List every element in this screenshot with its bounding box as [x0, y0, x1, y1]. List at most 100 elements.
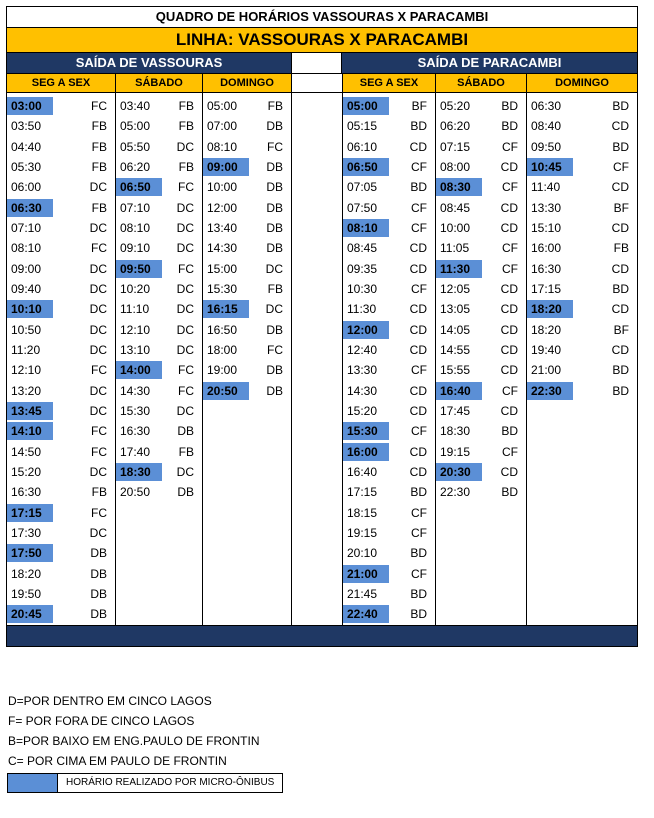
route-code: FB — [178, 444, 194, 459]
time: 08:40 — [531, 119, 562, 134]
time: 15:55 — [440, 363, 471, 378]
time-micro-onibus: 06:30 — [7, 198, 53, 217]
time: 10:00 — [207, 180, 238, 195]
route-code: BD — [612, 383, 629, 398]
route-code: CD — [409, 465, 427, 480]
time-micro-onibus: 22:30 — [527, 381, 573, 400]
route-code: FC — [91, 444, 107, 459]
legend-d: D=POR DENTRO EM CINCO LAGOS — [8, 694, 212, 708]
schedule-entry: 05:30 FB — [7, 157, 115, 177]
schedule-entry: 17:40 FB — [116, 442, 202, 462]
time: 05:20 — [440, 99, 471, 114]
route-code: FB — [178, 99, 194, 114]
route-code: DC — [176, 200, 194, 215]
column-paracambi-weekday: 05:00 BF 05:15 BD 06:10 CD 06:50 CF 07:05 BD 07:50… — [343, 93, 436, 625]
time: 08:10 — [207, 139, 238, 154]
time-micro-onibus: 18:30 — [116, 463, 162, 482]
time: 10:00 — [440, 221, 471, 236]
schedule-entry: 06:30 FB — [7, 198, 115, 218]
schedule-entry: 17:15 FC — [7, 503, 115, 523]
route-code: DB — [266, 119, 283, 134]
schedule-entry: 13:30 BF — [527, 198, 637, 218]
schedule-entry: 18:30 BD — [436, 421, 526, 441]
route-code: CF — [502, 261, 518, 276]
route-code: DB — [266, 221, 283, 236]
route-code: DC — [89, 282, 107, 297]
route-code: DC — [176, 221, 194, 236]
schedule-entry: 18:30 DC — [116, 462, 202, 482]
route-code: BD — [410, 546, 427, 561]
route-code: DC — [89, 465, 107, 480]
route-code: CD — [500, 363, 518, 378]
schedule-entry: 10:50 DC — [7, 320, 115, 340]
column-vassouras-weekday: 03:00 FC 03:50 FB 04:40 FB 05:30 FB 06:00 DC 06:30… — [7, 93, 116, 625]
schedule-entry: 15:20 CD — [343, 401, 435, 421]
time: 19:40 — [531, 343, 562, 358]
route-code: BD — [612, 99, 629, 114]
time: 08:45 — [440, 200, 471, 215]
schedule-entry: 16:00 CD — [343, 442, 435, 462]
schedule-entry: 15:20 DC — [7, 462, 115, 482]
route-code: DC — [176, 465, 194, 480]
time-micro-onibus: 11:30 — [436, 259, 482, 278]
time-micro-onibus: 14:10 — [7, 422, 53, 441]
time: 09:00 — [11, 261, 42, 276]
time: 14:30 — [347, 383, 378, 398]
schedule-entry: 14:05 CD — [436, 320, 526, 340]
column-paracambi-saturday: 05:20 BD 06:20 BD 07:15 CF 08:00 CD 08:30 CF 08:45… — [436, 93, 527, 625]
route-code: FB — [91, 139, 107, 154]
route-code: CD — [500, 160, 518, 175]
schedule-entry: 10:10 DC — [7, 299, 115, 319]
route-code: CD — [611, 180, 629, 195]
route-code: CD — [409, 404, 427, 419]
schedule-entry: 14:55 CD — [436, 340, 526, 360]
route-code: CD — [409, 241, 427, 256]
route-code: DC — [265, 261, 283, 276]
route-code: FC — [178, 363, 194, 378]
route-code: DC — [176, 322, 194, 337]
route-code: DC — [176, 302, 194, 317]
route-code: CF — [411, 424, 427, 439]
time: 13:30 — [347, 363, 378, 378]
time: 22:30 — [440, 485, 471, 500]
time-micro-onibus: 20:45 — [7, 605, 53, 624]
schedule-entry: 09:00 DC — [7, 259, 115, 279]
time-micro-onibus: 17:50 — [7, 544, 53, 563]
schedule-entry: 16:40 CD — [343, 462, 435, 482]
time: 11:10 — [120, 302, 150, 317]
page-title: QUADRO DE HORÁRIOS VASSOURAS X PARACAMBI — [6, 6, 638, 27]
schedule-entry: 05:00 FB — [116, 116, 202, 136]
schedule-entry: 15:30 FB — [203, 279, 291, 299]
time: 19:00 — [207, 363, 238, 378]
column-paracambi-sunday: 06:30 BD 08:40 CD 09:50 BD 10:45 CF 11:40 CD 13:30… — [527, 93, 637, 625]
route-code: BD — [410, 485, 427, 500]
departure-gap — [291, 53, 342, 73]
route-code: DB — [266, 200, 283, 215]
route-code: DB — [90, 587, 107, 602]
time-micro-onibus: 08:10 — [343, 219, 389, 238]
schedule-entry: 14:50 FC — [7, 442, 115, 462]
schedule-entry: 07:15 CF — [436, 137, 526, 157]
time: 07:50 — [347, 200, 378, 215]
time: 05:30 — [11, 160, 42, 175]
route-code: FB — [91, 119, 107, 134]
schedule-entry: 22:40 BD — [343, 604, 435, 624]
route-code: DC — [176, 282, 194, 297]
schedule-entry: 13:40 DB — [203, 218, 291, 238]
schedule-entry: 13:20 DC — [7, 381, 115, 401]
route-code: FC — [91, 363, 107, 378]
schedule-entry: 09:10 DC — [116, 238, 202, 258]
time-micro-onibus: 12:00 — [343, 320, 389, 339]
time: 09:50 — [531, 139, 562, 154]
departure-vassouras: SAÍDA DE VASSOURAS — [7, 53, 292, 73]
schedule-entry: 03:40 FB — [116, 96, 202, 116]
time-micro-onibus: 10:10 — [7, 300, 53, 319]
time: 12:05 — [440, 282, 471, 297]
schedule-entry: 20:45 DB — [7, 604, 115, 624]
day-header-row: SEG A SEX SÁBADO DOMINGO SEG A SEX SÁBAD… — [6, 73, 638, 92]
schedule-entry: 14:30 DB — [203, 238, 291, 258]
schedule-entry: 12:05 CD — [436, 279, 526, 299]
route-code: DC — [89, 526, 107, 541]
route-code: BD — [410, 180, 427, 195]
time-micro-onibus: 14:00 — [116, 361, 162, 380]
